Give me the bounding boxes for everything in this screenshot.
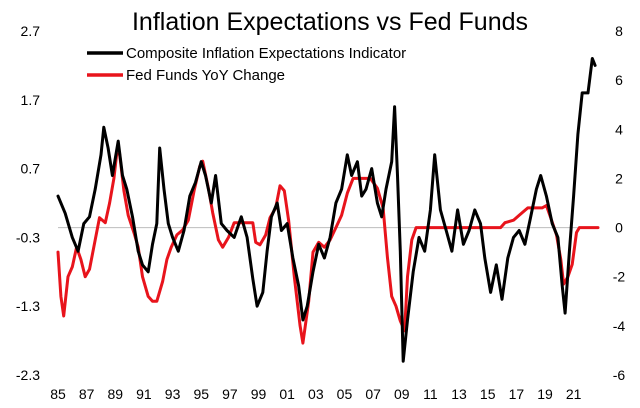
x-tick-label: 21 xyxy=(566,386,582,402)
x-tick-label: 99 xyxy=(251,386,267,402)
y-axis-left: 2.7 1.7 0.7 -0.3 -1.3 -2.3 xyxy=(16,23,40,383)
x-tick-label: 11 xyxy=(423,386,438,402)
y-left-tick-label: 2.7 xyxy=(21,23,41,39)
x-tick-label: 91 xyxy=(136,386,152,402)
y-left-tick-label: -1.3 xyxy=(16,298,40,314)
x-tick-label: 95 xyxy=(193,386,209,402)
x-tick-label: 07 xyxy=(365,386,381,402)
legend: Composite Inflation Expectations Indicat… xyxy=(87,45,406,84)
x-tick-label: 13 xyxy=(451,386,467,402)
x-tick-label: 09 xyxy=(394,386,410,402)
y-left-tick-label: -2.3 xyxy=(16,367,40,383)
x-tick-label: 15 xyxy=(480,386,496,402)
x-tick-label: 05 xyxy=(337,386,353,402)
series-layer xyxy=(56,57,600,363)
y-left-tick-label: 0.7 xyxy=(21,161,41,177)
x-tick-label: 17 xyxy=(509,386,525,402)
series-line-fed-funds xyxy=(56,152,600,345)
y-right-tick-label: 2 xyxy=(615,170,623,186)
x-tick-label: 93 xyxy=(165,386,181,402)
x-tick-label: 85 xyxy=(50,386,66,402)
y-axis-right: 8 6 4 2 0 -2 -4 -6 xyxy=(613,23,626,383)
y-right-tick-label: 0 xyxy=(615,220,623,236)
x-tick-label: 19 xyxy=(537,386,553,402)
y-right-tick-label: 6 xyxy=(615,72,623,88)
x-tick-label: 89 xyxy=(108,386,124,402)
x-tick-label: 03 xyxy=(308,386,324,402)
y-right-tick-label: -2 xyxy=(613,269,626,285)
y-right-tick-label: -4 xyxy=(613,318,626,334)
y-right-tick-label: -6 xyxy=(613,367,626,383)
y-left-tick-label: -0.3 xyxy=(16,229,40,245)
x-tick-label: 87 xyxy=(79,386,95,402)
y-left-tick-label: 1.7 xyxy=(21,92,41,108)
x-tick-label: 97 xyxy=(222,386,238,402)
y-right-tick-label: 8 xyxy=(615,23,623,39)
chart-title: Inflation Expectations vs Fed Funds xyxy=(132,8,528,36)
plot-area xyxy=(56,57,600,363)
series-line-inflation-expectations xyxy=(56,57,597,363)
legend-label: Fed Funds YoY Change xyxy=(126,67,285,84)
y-right-tick-label: 4 xyxy=(615,121,623,137)
legend-label: Composite Inflation Expectations Indicat… xyxy=(126,45,406,62)
x-tick-label: 01 xyxy=(279,386,295,402)
x-axis: 85 87 89 91 93 95 97 99 01 03 05 07 09 11 13 15 17 19 21 xyxy=(50,386,581,402)
